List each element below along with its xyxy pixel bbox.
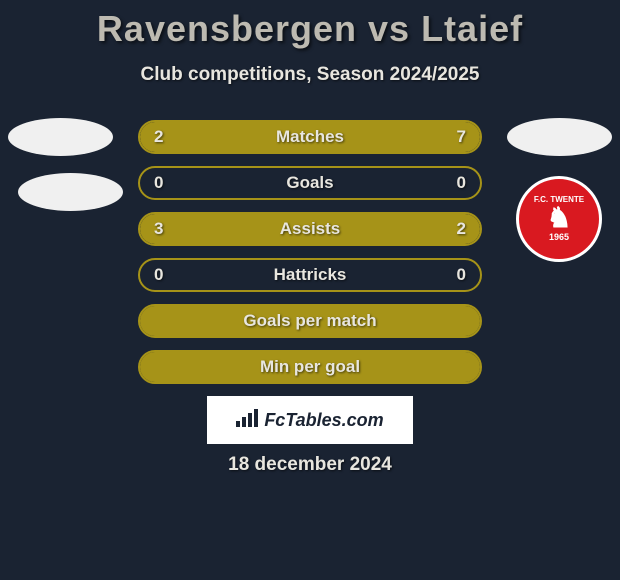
main-title: Ravensbergen vs Ltaief [0,0,620,50]
footer-date: 18 december 2024 [228,454,392,476]
subtitle: Club competitions, Season 2024/2025 [0,64,620,86]
club-badge: F.C. TWENTE ♞ 1965 [516,176,602,262]
stat-bar: 2 7 Matches [138,120,482,154]
stat-label: Goals [286,173,333,193]
stat-label: Goals per match [243,311,376,331]
stat-value-right: 2 [457,219,466,239]
stat-value-left: 0 [154,173,163,193]
brand-logo: FcTables.com [207,396,413,444]
stat-value-left: 2 [154,127,163,147]
stat-bar: Min per goal [138,350,482,384]
stat-bar: 0 0 Goals [138,166,482,200]
stat-label: Assists [280,219,340,239]
brand-text: FcTables.com [264,410,383,431]
stat-bar: 0 0 Hattricks [138,258,482,292]
stat-value-left: 0 [154,265,163,285]
stat-label: Matches [276,127,344,147]
chart-icon [236,409,258,432]
player-avatar-left-2 [18,173,123,211]
infographic-container: Ravensbergen vs Ltaief Club competitions… [0,0,620,580]
horse-icon: ♞ [534,204,584,232]
player-avatar-left-1 [8,118,113,156]
bar-fill-left [140,122,215,152]
bar-fill-right [215,122,480,152]
stat-bar: Goals per match [138,304,482,338]
player-avatar-right-1 [507,118,612,156]
stat-value-left: 3 [154,219,163,239]
badge-year: 1965 [534,232,584,243]
stat-value-right: 0 [457,265,466,285]
club-badge-content: F.C. TWENTE ♞ 1965 [534,195,584,243]
stat-bar: 3 2 Assists [138,212,482,246]
stat-bars: 2 7 Matches 0 0 Goals 3 2 Assists 0 0 Hattricks Goal… [138,120,482,396]
stat-value-right: 0 [457,173,466,193]
stat-label: Min per goal [260,357,360,377]
stat-value-right: 7 [457,127,466,147]
stat-label: Hattricks [274,265,347,285]
